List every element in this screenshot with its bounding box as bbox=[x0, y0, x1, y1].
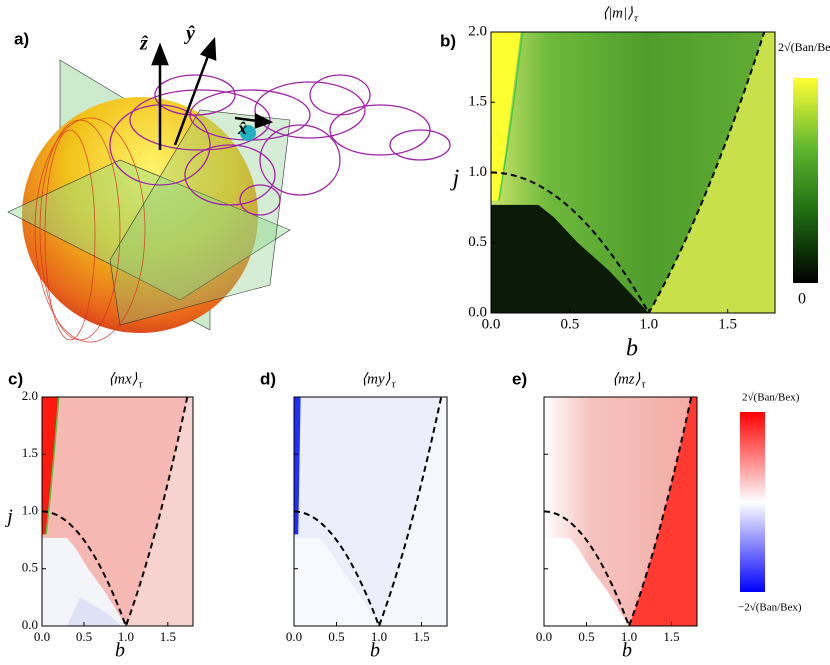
panel-title-sub: τ bbox=[642, 379, 647, 391]
panel-title-sub: τ bbox=[392, 379, 397, 391]
y-tick-label: 0.0 bbox=[22, 617, 38, 632]
y-tick-label: 1.0 bbox=[468, 164, 487, 180]
colorbar-label: −2√(Ban/Bex) bbox=[738, 602, 802, 614]
heatmap-region bbox=[544, 537, 629, 626]
panel-label: d) bbox=[260, 369, 276, 388]
y-tick-label: 1.0 bbox=[22, 502, 38, 517]
heatmap-region bbox=[42, 397, 60, 535]
y-tick-label: 0.5 bbox=[468, 234, 487, 250]
x-tick-label: 1.0 bbox=[118, 629, 134, 644]
y-tick-label: 0.0 bbox=[468, 304, 487, 320]
heatmap-region bbox=[491, 204, 649, 313]
panel-label: a) bbox=[14, 29, 29, 48]
heatmap-region bbox=[294, 397, 301, 535]
x-tick-label: 1.0 bbox=[639, 316, 658, 332]
panel-title-sub: τ bbox=[634, 13, 639, 25]
panel-a-render bbox=[7, 36, 451, 343]
panel-label: e) bbox=[512, 369, 527, 388]
x-tick-label: 1.5 bbox=[663, 629, 679, 644]
threshold-line bbox=[498, 32, 524, 201]
colorbar-label: 0 bbox=[798, 291, 806, 308]
y-tick-label: 2.0 bbox=[468, 23, 487, 39]
heatmap-region bbox=[648, 32, 775, 313]
x-tick-label: 0.0 bbox=[536, 629, 552, 644]
x-tick-label: 0.0 bbox=[34, 629, 50, 644]
panel-title: ⟨my⟩ bbox=[361, 371, 390, 387]
dashed-curve bbox=[294, 397, 443, 626]
panel-title: ⟨|m|⟩ bbox=[602, 5, 633, 21]
panel-label: c) bbox=[8, 369, 23, 388]
heatmap-region bbox=[125, 397, 193, 626]
y-tick-label: 0.5 bbox=[22, 560, 38, 575]
y-tick-label: 1.5 bbox=[22, 445, 38, 460]
x-tick-label: 0.0 bbox=[286, 629, 302, 644]
panel-title: ⟨mx⟩ bbox=[108, 371, 137, 387]
x-tick-label: 1.5 bbox=[160, 629, 176, 644]
axis-label: x̂ bbox=[237, 118, 247, 138]
heatmap-region bbox=[491, 32, 521, 201]
x-axis-label: b bbox=[115, 640, 125, 662]
x-tick-label: 0.5 bbox=[578, 629, 594, 644]
x-tick-label: 1.0 bbox=[371, 629, 387, 644]
y-tick-label: 1.5 bbox=[468, 94, 487, 110]
colorbar bbox=[740, 412, 765, 592]
x-tick-label: 1.5 bbox=[718, 316, 737, 332]
heatmap-region bbox=[294, 537, 379, 626]
heatmap bbox=[294, 397, 447, 626]
colorbar bbox=[793, 78, 818, 283]
axis-label: ŷ bbox=[184, 23, 195, 45]
axis-label: ẑ bbox=[139, 33, 149, 55]
heatmap bbox=[491, 32, 775, 313]
y-axis-label: j bbox=[4, 506, 13, 528]
x-tick-label: 0.5 bbox=[328, 629, 344, 644]
y-tick-label: 2.0 bbox=[22, 388, 38, 403]
x-tick-label: 1.0 bbox=[621, 629, 637, 644]
x-axis-label: b bbox=[622, 640, 632, 662]
x-tick-label: 0.5 bbox=[76, 629, 92, 644]
panel-title: ⟨mz⟩ bbox=[612, 371, 641, 387]
heatmap bbox=[544, 397, 697, 626]
x-tick-label: 1.5 bbox=[413, 629, 429, 644]
y-axis-label: j bbox=[450, 166, 460, 192]
heatmap-region bbox=[42, 537, 126, 626]
x-tick-label: 0.5 bbox=[561, 316, 580, 332]
heatmap-region bbox=[379, 397, 447, 626]
colorbar-label: 2√(Ban/Bex) bbox=[742, 392, 800, 404]
threshold-line bbox=[45, 397, 60, 535]
dashed-curve bbox=[544, 397, 693, 626]
x-axis-label: b bbox=[370, 640, 380, 662]
colorbar-label: 2√(Ban/Bex) bbox=[778, 40, 830, 54]
dashed-curve bbox=[491, 32, 766, 313]
x-axis-label: b bbox=[626, 336, 638, 362]
panel-title-sub: τ bbox=[139, 379, 144, 391]
heatmap bbox=[42, 397, 193, 626]
panel-label: b) bbox=[440, 31, 456, 50]
x-tick-label: 0.0 bbox=[482, 316, 501, 332]
heatmap-region bbox=[67, 597, 122, 626]
heatmap-region bbox=[629, 397, 697, 626]
dashed-curve bbox=[42, 397, 189, 626]
